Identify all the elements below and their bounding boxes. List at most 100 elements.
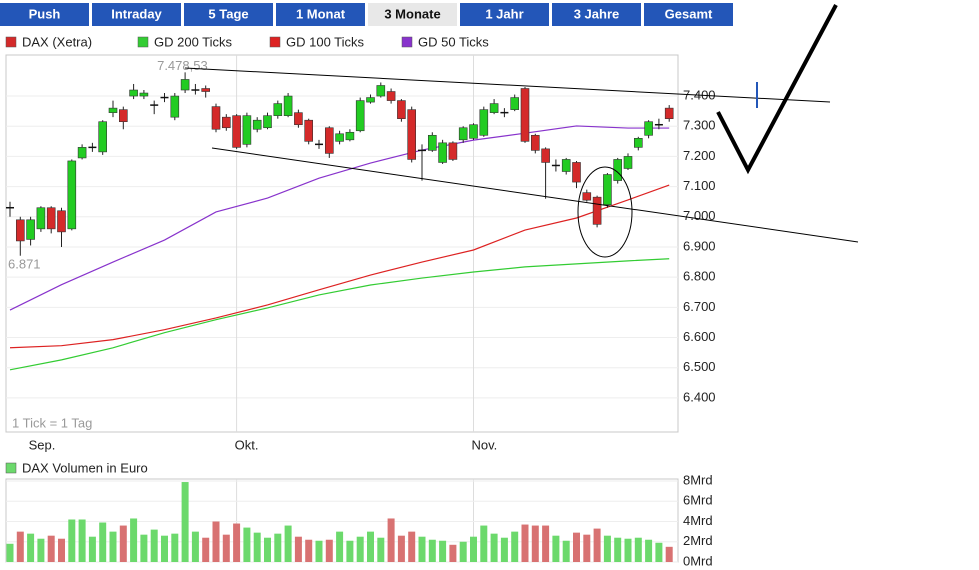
candle-body xyxy=(644,121,653,136)
candle-body xyxy=(57,210,66,233)
tab[interactable] xyxy=(184,3,273,26)
volume-bar xyxy=(408,531,416,562)
tab[interactable] xyxy=(92,3,181,26)
candle-body xyxy=(489,103,499,113)
y-tick-label: 6.900 xyxy=(683,238,716,253)
moving-average-line xyxy=(9,125,670,311)
candle-body xyxy=(170,95,180,118)
candle-body xyxy=(273,103,283,116)
tab-label[interactable]: Push xyxy=(29,6,61,21)
volume-bar xyxy=(665,546,673,562)
tab-label[interactable]: 3 Monate xyxy=(384,6,440,21)
candle-body xyxy=(633,138,643,148)
tab-label[interactable]: 5 Tage xyxy=(208,6,248,21)
candle-body xyxy=(242,115,252,145)
volume-bar xyxy=(315,540,323,562)
tab-label[interactable]: 3 Jahre xyxy=(574,6,620,21)
moving-average-line xyxy=(9,184,670,349)
volume-bar xyxy=(593,528,601,562)
candle-body xyxy=(304,119,314,142)
volume-bar xyxy=(634,537,642,562)
candle-body xyxy=(427,134,437,151)
volume-bar xyxy=(294,536,302,562)
legend-swatch xyxy=(269,36,281,48)
volume-bar xyxy=(645,539,653,562)
volume-bar xyxy=(264,537,271,562)
volume-bar xyxy=(16,531,24,562)
legend-swatch xyxy=(401,36,413,48)
tab[interactable] xyxy=(368,3,457,26)
volume-bar xyxy=(655,542,663,562)
volume-bar xyxy=(346,540,354,562)
y-tick-label: 6.700 xyxy=(683,299,716,314)
trend-line xyxy=(211,147,859,243)
volume-bar xyxy=(377,537,385,562)
volume-bar xyxy=(521,524,529,562)
y-tick-label: 7.100 xyxy=(683,178,716,193)
tab-label[interactable]: Gesamt xyxy=(665,6,713,21)
legend-label: GD 200 Ticks xyxy=(154,34,233,49)
volume-bar xyxy=(531,525,539,562)
volume-bar xyxy=(119,525,127,562)
candle-body xyxy=(201,88,210,92)
tab-label[interactable]: 1 Jahr xyxy=(485,6,523,21)
candle-body xyxy=(623,156,633,169)
candle-body xyxy=(67,160,77,230)
candle-body xyxy=(561,159,571,172)
tab[interactable] xyxy=(460,3,549,26)
price-panel xyxy=(5,54,679,433)
volume-bar xyxy=(583,534,591,562)
candle-body xyxy=(458,127,468,141)
check-mark xyxy=(716,4,838,175)
volume-bar xyxy=(181,482,189,562)
candle-body xyxy=(232,115,241,148)
volume-bar xyxy=(305,539,313,562)
candle-body xyxy=(222,116,231,129)
y-tick-label: 6.800 xyxy=(683,269,716,284)
candle-body xyxy=(139,92,149,97)
candle-body xyxy=(252,119,262,130)
volume-bar xyxy=(552,535,560,562)
volume-bar xyxy=(470,536,477,562)
tab[interactable] xyxy=(0,3,89,26)
candle-body xyxy=(335,133,344,142)
y-tick-label: 8Mrd xyxy=(683,472,713,487)
volume-bar xyxy=(58,538,65,562)
circle-annotation xyxy=(577,166,633,258)
candle-body xyxy=(469,124,478,139)
candle-body xyxy=(530,134,540,151)
x-tick-label: Okt. xyxy=(235,437,259,452)
tab[interactable] xyxy=(644,3,733,26)
volume-bar xyxy=(222,534,230,562)
candle-body xyxy=(129,89,138,97)
y-tick-label: 7.200 xyxy=(683,148,716,163)
volume-bar xyxy=(130,518,138,562)
candle-body xyxy=(283,95,293,116)
tab-label[interactable]: Intraday xyxy=(111,6,162,21)
volume-bar xyxy=(161,535,168,562)
candle-body xyxy=(376,85,386,97)
volume-bar xyxy=(27,533,35,562)
candle-body xyxy=(386,91,396,101)
volume-bar xyxy=(325,539,333,562)
volume-bar xyxy=(397,535,405,562)
candle-body xyxy=(324,127,334,154)
volume-bar xyxy=(573,532,580,562)
volume-bar xyxy=(480,525,488,562)
y-tick-label: 6.500 xyxy=(683,359,716,374)
volume-bar xyxy=(624,538,632,562)
volume-bar xyxy=(99,522,107,562)
volume-bar xyxy=(140,534,148,562)
volume-bar xyxy=(253,532,261,562)
legend-label: GD 50 Ticks xyxy=(418,34,489,49)
volume-bar xyxy=(336,531,344,562)
trend-line xyxy=(184,67,831,103)
tab[interactable] xyxy=(276,3,365,26)
volume-bar xyxy=(500,537,508,562)
candle-body xyxy=(397,100,406,119)
tab-label[interactable]: 1 Monat xyxy=(296,6,346,21)
volume-bar xyxy=(603,535,611,562)
tab[interactable] xyxy=(552,3,641,26)
candle-body xyxy=(77,147,87,159)
candle-body xyxy=(294,112,303,126)
